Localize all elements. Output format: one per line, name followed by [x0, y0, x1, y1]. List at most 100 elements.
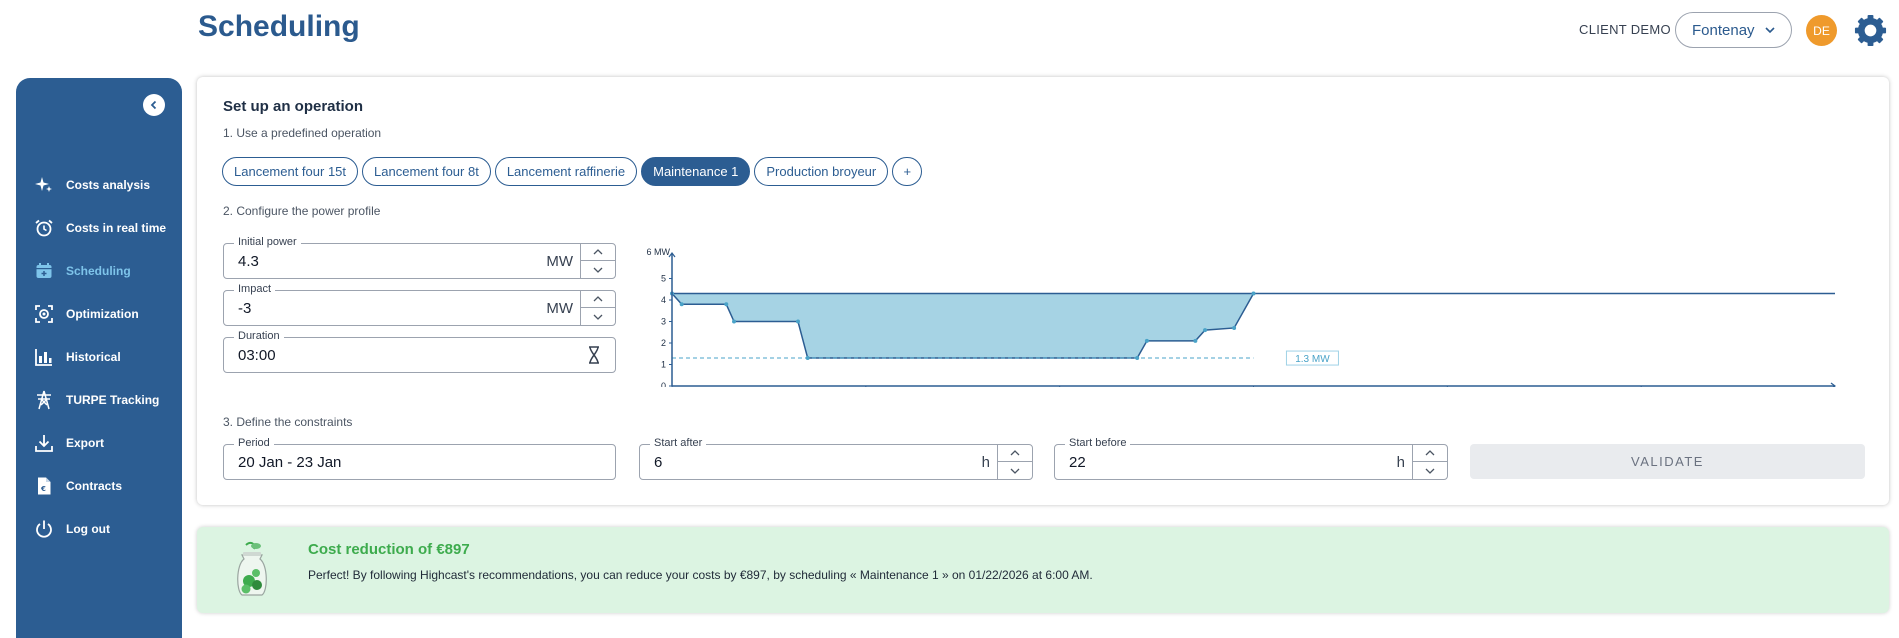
- sidebar-item-contracts[interactable]: € Contracts: [16, 464, 182, 507]
- y-unit-label: 6 MW: [647, 247, 671, 257]
- chevron-up-icon: [593, 249, 603, 255]
- start-after-field[interactable]: Start after 6 h: [639, 437, 1033, 480]
- initial-power-field[interactable]: Initial power 4.3 MW: [223, 236, 616, 279]
- impact-field[interactable]: Impact -3 MW: [223, 283, 616, 326]
- period-label: Period: [234, 437, 274, 449]
- impact-value[interactable]: -3: [238, 300, 252, 317]
- sidebar-item-label: Contracts: [66, 478, 123, 493]
- sidebar: Costs analysis Costs in real time Schedu…: [16, 78, 182, 638]
- period-value[interactable]: 20 Jan - 23 Jan: [238, 454, 342, 471]
- svg-text:€: €: [40, 485, 46, 493]
- decrement-button[interactable]: [1413, 462, 1447, 479]
- duration-label: Duration: [234, 330, 284, 342]
- result-card: Cost reduction of €897 Perfect! By follo…: [197, 527, 1889, 613]
- impact-stepper: [580, 291, 615, 325]
- sidebar-item-label: Costs in real time: [66, 220, 167, 235]
- page-title: Scheduling: [198, 10, 360, 43]
- initial-power-label: Initial power: [234, 236, 301, 248]
- profile-point: [679, 302, 684, 307]
- preset-chip[interactable]: Lancement four 15t: [222, 157, 359, 186]
- y-tick-label: 5: [661, 274, 666, 284]
- step-1-label: 1. Use a predefined operation: [223, 126, 382, 140]
- chevron-down-icon: [593, 314, 603, 320]
- sparkle-icon: [32, 173, 56, 197]
- increment-button[interactable]: [581, 291, 615, 308]
- sidebar-item-costs-real-time[interactable]: Costs in real time: [16, 206, 182, 249]
- decrement-button[interactable]: [998, 462, 1032, 479]
- profile-point: [732, 319, 737, 324]
- increment-button[interactable]: [1413, 445, 1447, 462]
- duration-field[interactable]: Duration 03:00: [223, 330, 616, 373]
- profile-point: [1232, 325, 1237, 330]
- sidebar-item-optimization[interactable]: Optimization: [16, 292, 182, 335]
- add-preset-button[interactable]: +: [892, 157, 923, 186]
- gear-icon[interactable]: [1853, 13, 1888, 48]
- sidebar-item-label: Historical: [66, 349, 121, 364]
- preset-chips: Lancement four 15t Lancement four 8t Lan…: [222, 157, 923, 186]
- contract-document-icon: €: [32, 474, 56, 498]
- start-before-stepper: [1412, 445, 1447, 479]
- initial-power-value[interactable]: 4.3: [238, 253, 259, 270]
- alarm-clock-icon: [32, 216, 56, 240]
- period-field[interactable]: Period 20 Jan - 23 Jan: [223, 437, 616, 480]
- site-select[interactable]: Fontenay: [1675, 12, 1792, 48]
- sidebar-item-label: Optimization: [66, 306, 139, 321]
- validate-button[interactable]: VALIDATE: [1470, 444, 1865, 479]
- start-before-field[interactable]: Start before 22 h: [1054, 437, 1448, 480]
- sidebar-item-turpe-tracking[interactable]: TURPE Tracking: [16, 378, 182, 421]
- profile-point: [795, 319, 800, 324]
- decrement-button[interactable]: [581, 261, 615, 278]
- y-tick-label: 2: [661, 338, 666, 348]
- start-after-value[interactable]: 6: [654, 454, 663, 471]
- start-before-value[interactable]: 22: [1069, 454, 1086, 471]
- sidebar-item-label: Export: [66, 435, 105, 450]
- y-tick-label: 3: [661, 317, 666, 327]
- min-power-label: 1.3 MW: [1295, 354, 1330, 365]
- sidebar-item-scheduling[interactable]: Scheduling: [16, 249, 182, 292]
- impact-area: [672, 293, 1254, 359]
- money-jar-icon: [237, 541, 267, 596]
- start-before-unit: h: [1396, 454, 1405, 471]
- preset-chip[interactable]: Production broyeur: [754, 157, 889, 186]
- duration-value[interactable]: 03:00: [238, 347, 276, 364]
- profile-point: [1193, 338, 1198, 343]
- decrement-button[interactable]: [581, 308, 615, 325]
- profile-line: [671, 293, 1255, 359]
- initial-power-stepper: [580, 244, 615, 278]
- sidebar-item-label: TURPE Tracking: [66, 392, 160, 407]
- collapse-sidebar-button[interactable]: [143, 94, 165, 116]
- chevron-down-icon: [1765, 27, 1775, 34]
- chevron-left-icon: [150, 100, 157, 110]
- increment-button[interactable]: [581, 244, 615, 261]
- preset-chip-selected[interactable]: Maintenance 1: [641, 157, 751, 186]
- initial-power-unit: MW: [546, 253, 573, 270]
- chevron-up-icon: [1010, 450, 1020, 456]
- operation-heading: Set up an operation: [223, 98, 364, 115]
- y-tick-label: 4: [661, 295, 666, 305]
- sidebar-item-log-out[interactable]: Log out: [16, 507, 182, 550]
- chevron-down-icon: [1425, 468, 1435, 474]
- hourglass-icon[interactable]: [587, 346, 601, 364]
- y-tick-label: 1: [661, 360, 666, 370]
- chevron-up-icon: [1425, 450, 1435, 456]
- start-after-stepper: [997, 445, 1032, 479]
- sidebar-item-label: Scheduling: [66, 263, 131, 278]
- increment-button[interactable]: [998, 445, 1032, 462]
- sidebar-item-historical[interactable]: Historical: [16, 335, 182, 378]
- sidebar-item-export[interactable]: Export: [16, 421, 182, 464]
- preset-chip[interactable]: Lancement four 8t: [362, 157, 491, 186]
- chevron-up-icon: [593, 296, 603, 302]
- preset-chip[interactable]: Lancement raffinerie: [494, 157, 638, 186]
- power-pylon-icon: [32, 388, 56, 412]
- step-3-label: 3. Define the constraints: [223, 415, 353, 429]
- sidebar-item-costs-analysis[interactable]: Costs analysis: [16, 163, 182, 206]
- profile-point: [1251, 291, 1256, 296]
- profile-point: [724, 302, 729, 307]
- y-tick-label: 0: [661, 381, 666, 387]
- chevron-down-icon: [593, 267, 603, 273]
- avatar[interactable]: DE: [1806, 15, 1837, 46]
- client-label: CLIENT DEMO: [1579, 22, 1671, 37]
- cost-reduction-title: Cost reduction of €897: [308, 541, 470, 558]
- start-after-label: Start after: [650, 437, 707, 449]
